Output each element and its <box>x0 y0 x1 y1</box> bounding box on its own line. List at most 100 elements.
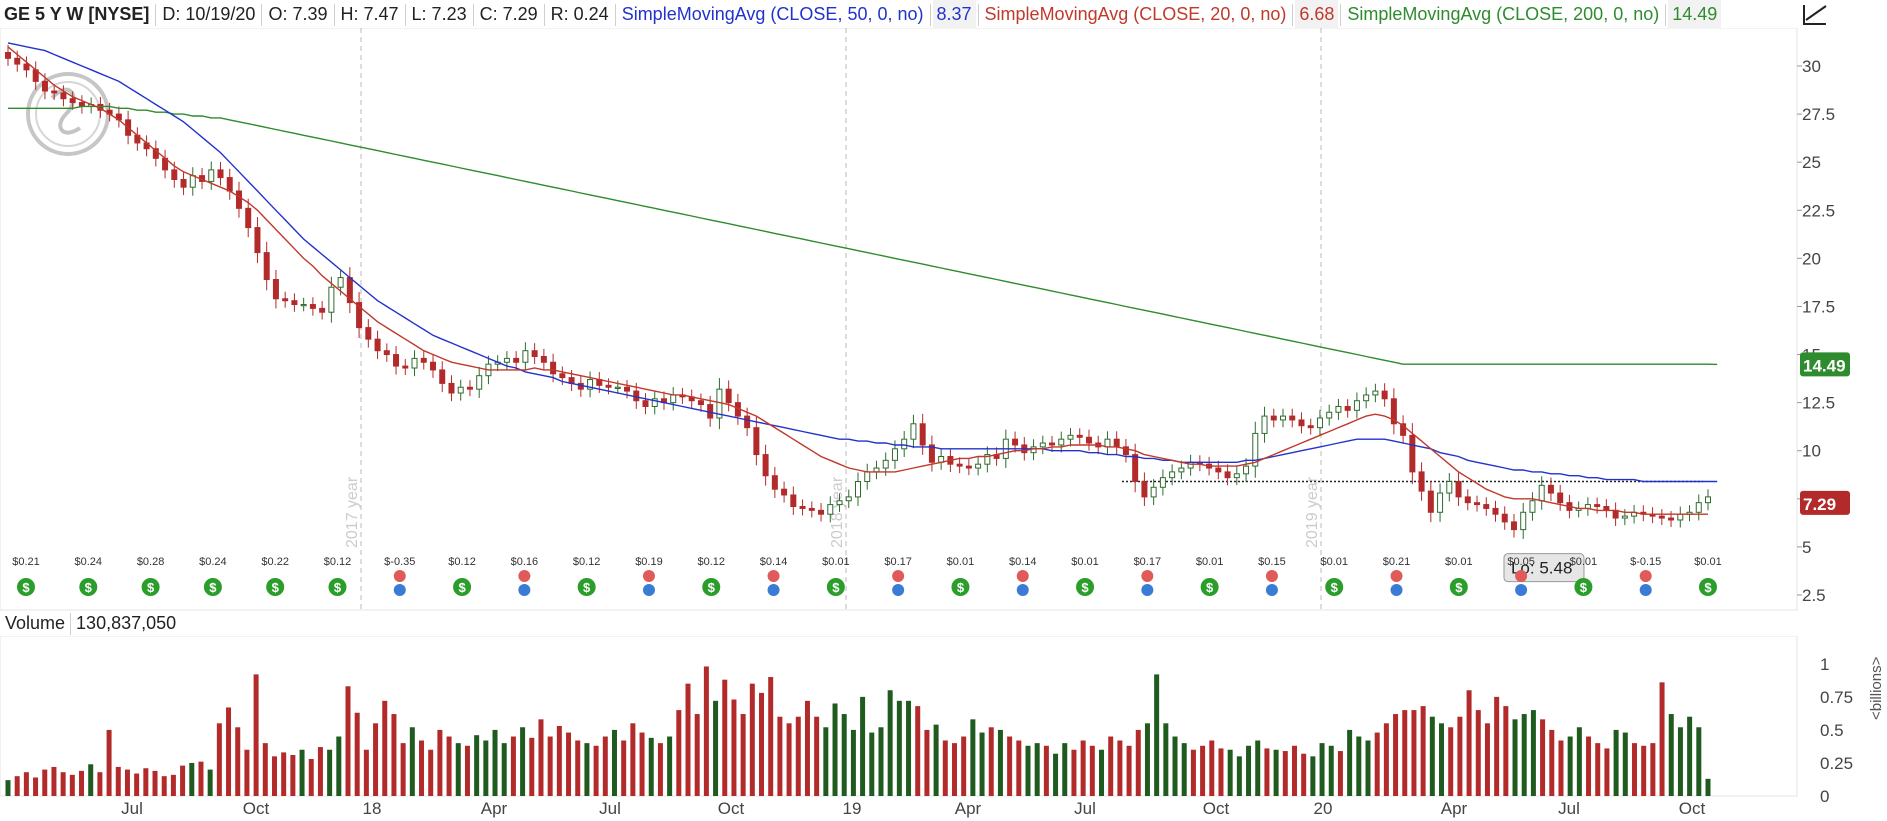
info-icon <box>393 584 406 596</box>
volume-value: 130,837,050 <box>76 613 177 633</box>
candle-body <box>855 481 861 498</box>
volume-bar <box>143 768 149 796</box>
volume-bar <box>299 749 305 796</box>
dividend-icon <box>577 578 596 596</box>
candle-body <box>282 298 289 302</box>
candle-body <box>263 252 270 281</box>
candle-body <box>1104 438 1111 448</box>
earnings-icon <box>1016 570 1029 582</box>
x-tick-label: Oct <box>718 799 745 818</box>
volume-bar <box>455 743 461 796</box>
volume-bar <box>1439 723 1445 796</box>
dividend-event: $0.12 $ <box>448 556 476 596</box>
volume-bar <box>1108 736 1114 796</box>
candle-body <box>1677 513 1684 521</box>
sma200-line <box>8 105 1718 366</box>
volume-bar <box>676 710 682 796</box>
drawing-tool-icon[interactable] <box>1800 2 1830 28</box>
dividend-icon <box>203 578 222 596</box>
earnings-event: $0.16 <box>511 556 539 596</box>
earnings-event: $0.14 <box>760 556 787 596</box>
volume-bar <box>1310 756 1316 796</box>
volume-bar <box>722 679 728 796</box>
volume-bar <box>1218 748 1224 796</box>
volume-bar <box>1264 748 1270 796</box>
volume-bar <box>1503 706 1509 796</box>
candle-body <box>235 190 242 209</box>
info-icon <box>1390 584 1403 596</box>
volume-bar <box>474 735 480 796</box>
dividend-event: $0.24 $ <box>199 556 227 596</box>
candle-body <box>420 357 427 363</box>
candle-body <box>1363 394 1370 402</box>
volume-bar <box>1457 716 1463 796</box>
candle-body <box>1113 438 1120 448</box>
volume-bar <box>134 773 140 796</box>
candle-body <box>1132 454 1139 483</box>
candle-body <box>975 463 982 469</box>
dividend-icon <box>328 578 347 596</box>
candle-body <box>1372 390 1379 396</box>
volume-bar <box>1099 749 1105 796</box>
divider <box>1292 4 1294 27</box>
divider <box>155 4 157 27</box>
candle-body <box>984 454 991 465</box>
candle-body <box>845 496 852 502</box>
dividend-icon <box>453 578 472 596</box>
dollar-icon: $ <box>1081 580 1089 595</box>
volume-label[interactable]: Volume <box>5 613 66 633</box>
event-label: $0.17 <box>884 556 912 568</box>
year-label: 2019 year <box>1304 476 1321 548</box>
volume-bar <box>1291 745 1297 796</box>
volume-bar <box>170 774 176 796</box>
x-tick-label: 20 <box>1314 799 1333 818</box>
candle-body <box>1252 432 1259 467</box>
volume-chart[interactable]: 1 0.75 0.5 0.25 0 Jul Oct 18 Apr Jul Oct 19 Apr Jul Oc… <box>0 636 1887 821</box>
candle-body <box>291 300 298 306</box>
earnings-icon <box>1141 570 1154 582</box>
volume-bar <box>437 729 443 796</box>
volume-bar <box>1659 682 1665 796</box>
price-tag-box <box>1800 352 1850 377</box>
volume-bar <box>1622 732 1628 796</box>
candle-body <box>1520 511 1527 531</box>
earnings-event: $0.19 <box>635 556 663 596</box>
volume-bar <box>1246 745 1252 796</box>
volume-bar <box>1595 743 1601 796</box>
y-tick-label: 27.5 <box>1802 105 1835 124</box>
dividend-event: $0.01 $ <box>1694 556 1722 596</box>
candle-body <box>328 286 335 313</box>
sma20-label[interactable]: SimpleMovingAvg (CLOSE, 20, 0, no) <box>984 4 1287 24</box>
dividend-icon <box>826 578 845 596</box>
volume-bar <box>961 736 967 796</box>
candle-body <box>827 504 834 515</box>
date-label: D: 10/19/20 <box>162 4 256 24</box>
candle-body <box>1695 502 1702 513</box>
sma200-label[interactable]: SimpleMovingAvg (CLOSE, 200, 0, no) <box>1347 4 1660 24</box>
volume-bar <box>1154 674 1160 796</box>
event-label: $0.16 <box>511 556 539 568</box>
dollar-icon: $ <box>209 580 217 595</box>
candle-body <box>1169 471 1176 479</box>
candle-body <box>1224 471 1231 479</box>
volume-bar <box>814 716 820 796</box>
sma50-label[interactable]: SimpleMovingAvg (CLOSE, 50, 0, no) <box>621 4 924 24</box>
info-icon <box>518 584 531 596</box>
earnings-icon <box>1390 570 1403 582</box>
candle-body <box>1344 405 1351 411</box>
candle-body <box>1427 490 1434 513</box>
candle-body <box>1039 442 1046 448</box>
candle-body <box>836 500 843 506</box>
volume-bar <box>988 727 994 796</box>
candle-body <box>753 427 760 456</box>
candle-body <box>799 506 806 509</box>
candle-body <box>1326 411 1333 419</box>
logo-script <box>50 87 82 135</box>
volume-bar <box>869 732 875 796</box>
volume-bar <box>1181 743 1187 796</box>
volume-bar <box>630 723 636 796</box>
volume-bar <box>1172 736 1178 796</box>
symbol-label[interactable]: GE 5 Y W [NYSE] <box>4 4 150 24</box>
